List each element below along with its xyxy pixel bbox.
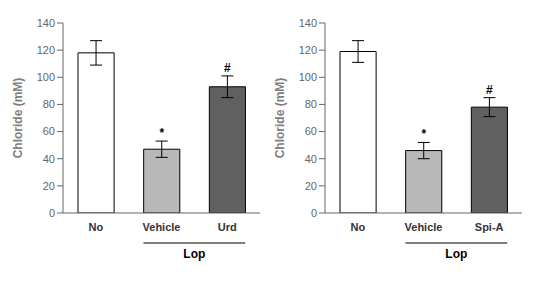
- svg-text:40: 40: [43, 153, 55, 165]
- svg-text:Spi-A: Spi-A: [475, 221, 504, 233]
- svg-text:Vehicle: Vehicle: [405, 221, 443, 233]
- svg-text:No: No: [88, 221, 103, 233]
- svg-text:120: 120: [37, 44, 55, 56]
- svg-text:Chloride (mM): Chloride (mM): [11, 78, 25, 159]
- svg-text:Lop: Lop: [445, 247, 467, 261]
- svg-text:80: 80: [43, 98, 55, 110]
- svg-text:Vehicle: Vehicle: [143, 221, 181, 233]
- svg-text:0: 0: [49, 207, 55, 219]
- svg-text:#: #: [224, 61, 231, 75]
- svg-text:100: 100: [37, 71, 55, 83]
- svg-text:0: 0: [311, 207, 317, 219]
- svg-text:140: 140: [299, 17, 317, 29]
- svg-text:20: 20: [43, 180, 55, 192]
- svg-text:Lop: Lop: [183, 247, 205, 261]
- svg-text:*: *: [421, 127, 426, 141]
- svg-text:120: 120: [299, 44, 317, 56]
- svg-text:20: 20: [305, 180, 317, 192]
- svg-text:140: 140: [37, 17, 55, 29]
- svg-text:60: 60: [305, 125, 317, 137]
- svg-text:Chloride (mM): Chloride (mM): [273, 78, 287, 159]
- svg-text:Urd: Urd: [218, 221, 237, 233]
- svg-text:*: *: [159, 126, 164, 140]
- svg-text:No: No: [350, 221, 365, 233]
- svg-text:60: 60: [43, 125, 55, 137]
- svg-text:40: 40: [305, 153, 317, 165]
- svg-text:100: 100: [299, 71, 317, 83]
- svg-text:#: #: [486, 83, 493, 97]
- svg-text:80: 80: [305, 98, 317, 110]
